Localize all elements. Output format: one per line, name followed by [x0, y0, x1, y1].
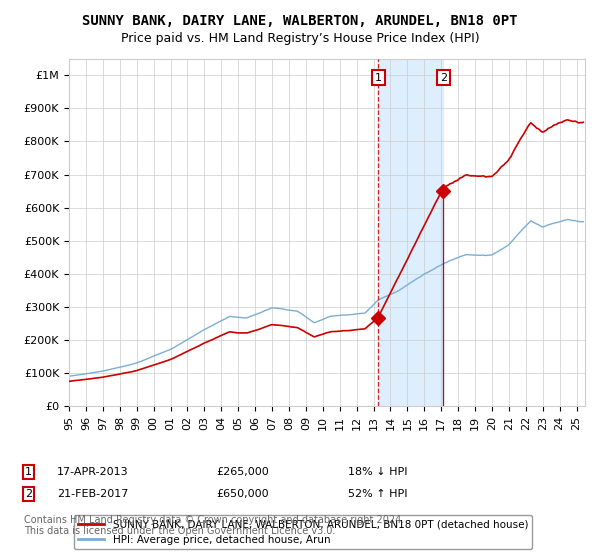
Text: SUNNY BANK, DAIRY LANE, WALBERTON, ARUNDEL, BN18 0PT: SUNNY BANK, DAIRY LANE, WALBERTON, ARUND… — [82, 14, 518, 28]
Text: £650,000: £650,000 — [216, 489, 269, 499]
Text: 1: 1 — [25, 466, 32, 477]
Text: 1: 1 — [375, 73, 382, 83]
Text: 52% ↑ HPI: 52% ↑ HPI — [348, 489, 407, 499]
Text: 17-APR-2013: 17-APR-2013 — [57, 466, 128, 477]
Text: 2: 2 — [440, 73, 447, 83]
Text: Price paid vs. HM Land Registry’s House Price Index (HPI): Price paid vs. HM Land Registry’s House … — [121, 32, 479, 45]
Text: 2: 2 — [25, 489, 32, 499]
Legend: SUNNY BANK, DAIRY LANE, WALBERTON, ARUNDEL, BN18 0PT (detached house), HPI: Aver: SUNNY BANK, DAIRY LANE, WALBERTON, ARUND… — [74, 515, 532, 549]
Text: This data is licensed under the Open Government Licence v3.0.: This data is licensed under the Open Gov… — [24, 526, 335, 536]
Text: £265,000: £265,000 — [216, 466, 269, 477]
Bar — [379, 59, 443, 406]
Text: 21-FEB-2017: 21-FEB-2017 — [57, 489, 128, 499]
Text: 18% ↓ HPI: 18% ↓ HPI — [348, 466, 407, 477]
Text: Contains HM Land Registry data © Crown copyright and database right 2024.: Contains HM Land Registry data © Crown c… — [24, 515, 404, 525]
